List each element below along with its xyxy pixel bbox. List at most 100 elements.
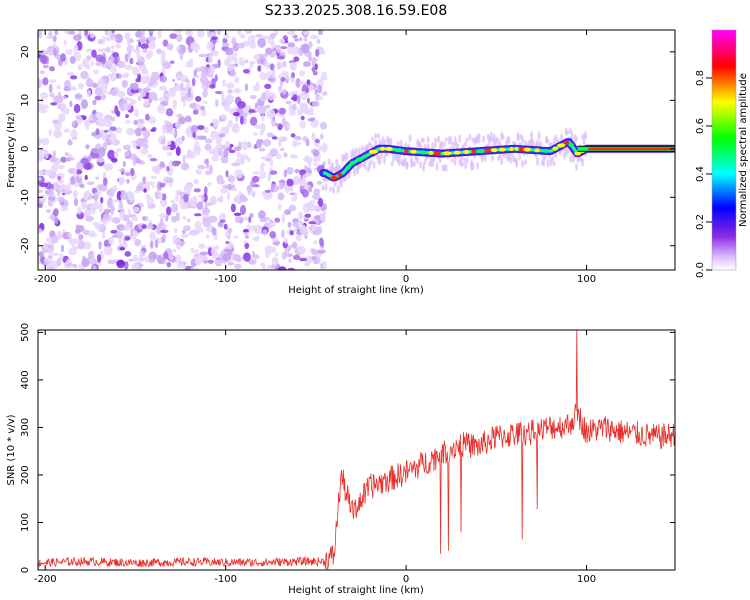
noise-blob bbox=[263, 35, 268, 40]
noise-blob bbox=[317, 30, 324, 36]
signal-halo bbox=[500, 156, 504, 165]
signal-halo bbox=[443, 141, 447, 148]
noise-blob bbox=[38, 251, 45, 258]
noise-blob bbox=[210, 130, 218, 140]
noise-blob bbox=[95, 61, 103, 67]
y-tick-label: 200 bbox=[20, 465, 31, 484]
noise-blob bbox=[143, 188, 147, 193]
noise-blob bbox=[53, 128, 62, 139]
noise-blob bbox=[220, 180, 225, 184]
signal-halo bbox=[383, 154, 387, 165]
noise-blob bbox=[230, 203, 236, 213]
noise-blob bbox=[196, 201, 204, 210]
noise-blob bbox=[314, 138, 320, 144]
signal-halo bbox=[464, 141, 468, 147]
noise-blob bbox=[264, 83, 272, 89]
noise-blob bbox=[176, 74, 181, 82]
noise-blob bbox=[211, 227, 217, 236]
noise-blob bbox=[299, 37, 303, 41]
noise-blob bbox=[290, 62, 296, 70]
noise-blob bbox=[217, 148, 223, 157]
noise-blob bbox=[42, 77, 49, 86]
noise-blob bbox=[271, 69, 276, 78]
noise-blob bbox=[54, 30, 59, 35]
colorbar-ticks: 0.0 0.2 0.4 0.6 0.8 bbox=[695, 70, 712, 278]
noise-blob bbox=[82, 229, 90, 236]
noise-blob bbox=[310, 57, 318, 63]
noise-blob bbox=[157, 254, 165, 265]
snr-frame bbox=[37, 329, 676, 571]
noise-blob bbox=[88, 230, 96, 238]
noise-blob bbox=[39, 70, 45, 74]
signal-halo bbox=[521, 160, 525, 168]
noise-blob bbox=[87, 89, 91, 98]
noise-blob bbox=[175, 160, 182, 165]
noise-blob bbox=[207, 182, 212, 187]
noise-blob bbox=[66, 263, 75, 267]
noise-blob bbox=[266, 132, 274, 138]
noise-blob bbox=[197, 164, 206, 170]
noise-blob bbox=[316, 96, 324, 100]
noise-blob bbox=[67, 167, 76, 174]
noise-blob bbox=[159, 75, 167, 83]
signal-halo bbox=[360, 145, 364, 155]
signal-halo bbox=[329, 186, 333, 192]
noise-blob bbox=[269, 170, 278, 175]
signal-halo bbox=[453, 156, 457, 166]
noise-blob bbox=[186, 149, 192, 156]
noise-blob bbox=[98, 240, 102, 250]
noise-blob bbox=[127, 208, 131, 215]
signal-halo bbox=[501, 134, 505, 140]
noise-blob bbox=[286, 123, 291, 129]
noise-blob bbox=[175, 123, 181, 129]
noise-blob bbox=[143, 100, 149, 106]
noise-blob bbox=[189, 267, 199, 270]
noise-blob bbox=[174, 138, 180, 148]
noise-blob bbox=[90, 60, 95, 67]
y-tick-label: 0 bbox=[20, 146, 31, 152]
noise-blob bbox=[43, 150, 49, 159]
noise-blob bbox=[198, 53, 208, 58]
noise-blob bbox=[121, 79, 128, 89]
noise-blob bbox=[242, 229, 250, 233]
noise-blob bbox=[103, 213, 110, 220]
spectrogram-y-label: Frequency (Hz) bbox=[6, 112, 17, 188]
noise-blob bbox=[322, 211, 327, 216]
noise-blob bbox=[91, 148, 99, 154]
x-tick-label: -200 bbox=[34, 274, 57, 285]
noise-blob bbox=[171, 203, 179, 213]
signal-halo bbox=[374, 132, 378, 139]
signal-halo bbox=[383, 139, 387, 146]
noise-blob bbox=[116, 191, 122, 201]
noise-blob bbox=[204, 186, 208, 195]
noise-blob bbox=[95, 54, 104, 63]
signal-halo bbox=[581, 158, 585, 167]
noise-blob bbox=[243, 240, 247, 244]
noise-blob bbox=[94, 111, 104, 120]
noise-blob bbox=[169, 60, 175, 64]
noise-blob bbox=[276, 153, 282, 160]
noise-blob bbox=[68, 30, 76, 35]
noise-blob bbox=[57, 189, 61, 196]
noise-blob bbox=[202, 71, 208, 77]
signal-halo bbox=[531, 139, 535, 148]
noise-blob bbox=[267, 92, 276, 101]
noise-blob bbox=[289, 154, 298, 159]
noise-blob bbox=[257, 65, 261, 72]
noise-blob bbox=[257, 37, 266, 48]
noise-blob bbox=[293, 228, 298, 233]
noise-blob bbox=[76, 238, 81, 244]
noise-blob bbox=[95, 128, 100, 136]
noise-blob bbox=[249, 61, 254, 69]
noise-blob bbox=[166, 261, 172, 268]
noise-blob bbox=[81, 258, 90, 267]
signal-peak bbox=[574, 151, 582, 156]
noise-blob bbox=[42, 64, 49, 69]
noise-blob bbox=[150, 175, 157, 180]
signal-halo bbox=[546, 158, 550, 168]
noise-blob bbox=[311, 132, 316, 141]
noise-blob bbox=[220, 188, 228, 194]
noise-blob bbox=[46, 236, 53, 243]
noise-blob bbox=[208, 54, 213, 64]
